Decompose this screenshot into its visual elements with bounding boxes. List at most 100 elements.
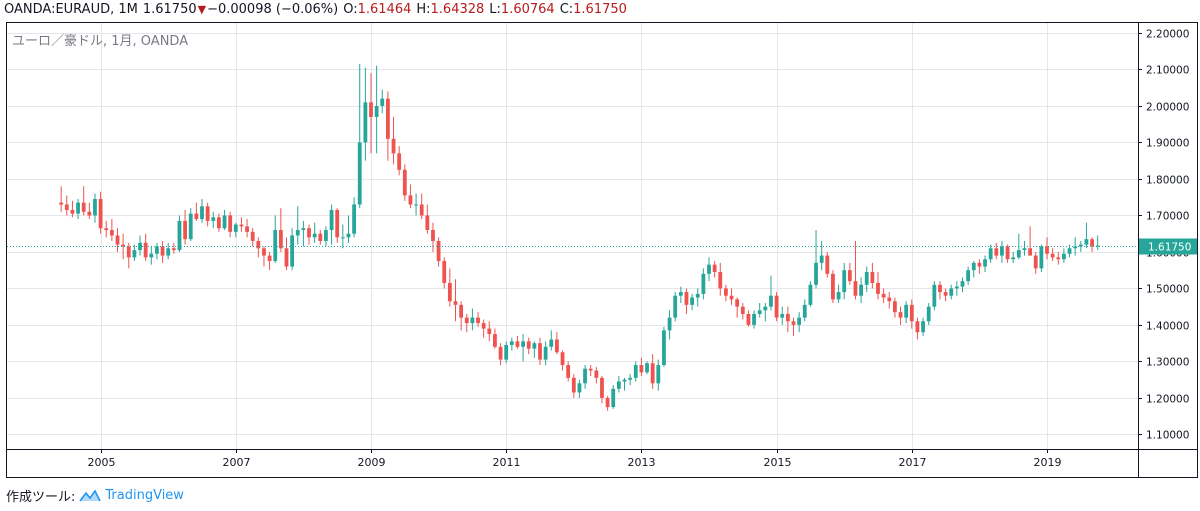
candle (329, 204, 334, 245)
candle-body (109, 230, 114, 236)
tradingview-link[interactable]: TradingView (105, 488, 184, 503)
candle (93, 193, 97, 223)
last-price-tag-label: 1.61750 (1148, 242, 1191, 254)
candle-body (921, 321, 925, 333)
candle (566, 361, 571, 382)
x-tick-label: 2007 (223, 456, 251, 469)
candle-body (397, 153, 402, 170)
candle (645, 361, 649, 375)
candle-body (64, 204, 69, 210)
candle-body (464, 317, 469, 324)
candle (983, 255, 987, 272)
candle (222, 209, 227, 231)
candle-body (386, 98, 390, 139)
candle-body (245, 226, 249, 232)
candle (380, 89, 385, 114)
candle (842, 262, 847, 300)
candle (605, 396, 610, 411)
candle (746, 310, 751, 327)
candle (966, 266, 971, 285)
candle-body (543, 346, 548, 360)
candle (239, 217, 244, 232)
high-value: 1.64328 (430, 2, 485, 17)
candle-body (1062, 253, 1066, 260)
candlestick-chart[interactable]: 1.100001.200001.300001.400001.500001.600… (6, 22, 1198, 478)
footer-label: 作成ツール: (6, 490, 76, 505)
tradingview-logo-icon[interactable] (79, 488, 102, 503)
candle (814, 230, 818, 289)
candle-body (188, 213, 193, 240)
candle-body (943, 292, 948, 296)
y-tick-label: 1.30000 (1146, 357, 1189, 369)
candle-body (954, 286, 959, 289)
candle-body (707, 264, 711, 274)
candle (633, 361, 638, 382)
candle (453, 279, 458, 322)
candle (267, 251, 272, 271)
candle (104, 220, 109, 238)
candle (690, 293, 694, 311)
candle-body (1016, 250, 1021, 258)
candle (802, 299, 807, 322)
candle (555, 332, 559, 355)
candle-body (1084, 239, 1089, 245)
candle-body (481, 323, 486, 329)
candle (312, 222, 317, 243)
candle-body (76, 202, 80, 214)
candle (662, 326, 666, 367)
candle-body (791, 321, 796, 325)
y-tick-label: 1.70000 (1146, 211, 1189, 223)
candle (825, 251, 830, 278)
candle-body (239, 224, 244, 227)
candle (909, 299, 914, 329)
grid (7, 23, 1138, 449)
candle (307, 224, 311, 245)
symbol-label: OANDA:EURAUD, 1M (4, 2, 138, 17)
candle (318, 230, 323, 245)
candle-body (538, 343, 542, 360)
candle (374, 65, 379, 154)
candle-body (369, 102, 373, 117)
candle (177, 215, 182, 252)
ohlc-header: OANDA:EURAUD, 1M 1.61750▼−0.00098 (−0.06%… (4, 0, 627, 20)
candle (921, 317, 925, 336)
candle-body (673, 295, 678, 318)
candle-body (600, 377, 604, 398)
candle-body (70, 209, 75, 214)
candle (763, 303, 768, 322)
candle-body (509, 341, 514, 345)
candle-body (769, 295, 773, 307)
candle (250, 228, 255, 247)
candle-body (735, 299, 740, 307)
candle-body (893, 301, 897, 313)
candle (960, 277, 965, 293)
axes: 1.100001.200001.300001.400001.500001.600… (6, 22, 1198, 478)
candle-body (380, 98, 385, 106)
candle-body (752, 313, 756, 325)
candle (729, 288, 734, 305)
candle-body (324, 230, 328, 241)
candle (1084, 222, 1089, 249)
candle-body (329, 209, 334, 231)
candle-body (357, 142, 362, 205)
candle-body (667, 317, 672, 331)
candle-body (104, 228, 109, 231)
candle (695, 288, 700, 307)
candle-body (340, 237, 345, 239)
candle-body (346, 233, 351, 238)
low-label: L: (489, 2, 501, 17)
x-tick-label: 2017 (899, 456, 927, 469)
candle (1011, 251, 1016, 263)
y-tick-label: 2.20000 (1146, 29, 1189, 41)
candle-body (442, 261, 447, 283)
candle-body (521, 341, 525, 347)
candle-body (408, 195, 413, 205)
candle (166, 242, 171, 260)
candle (425, 204, 430, 234)
candle-body (318, 233, 323, 241)
candle (1050, 248, 1055, 262)
candle-body (1028, 248, 1032, 256)
candle-body (611, 388, 616, 408)
candle-body (588, 368, 593, 371)
x-tick-label: 2009 (358, 456, 386, 469)
